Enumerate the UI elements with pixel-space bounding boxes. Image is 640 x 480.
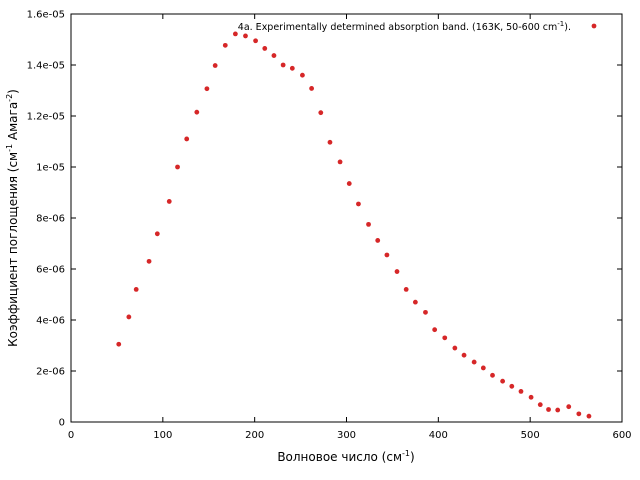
data-point <box>356 201 361 207</box>
data-point <box>490 372 495 378</box>
data-point <box>518 389 524 394</box>
data-point <box>204 86 210 92</box>
data-point <box>232 31 238 37</box>
data-point <box>309 86 315 91</box>
x-tick-label: 200 <box>245 430 264 441</box>
x-tick-label: 500 <box>521 430 540 441</box>
data-point <box>432 327 438 333</box>
x-tick-label: 0 <box>68 430 74 441</box>
data-point <box>271 53 277 58</box>
data-point <box>146 258 152 264</box>
data-point <box>586 413 592 419</box>
data-point <box>576 411 582 417</box>
x-axis-title: Волновое число (см-1) <box>277 449 414 464</box>
x-tick-label: 100 <box>153 430 172 441</box>
data-point <box>375 238 381 243</box>
y-tick-label: 8e-06 <box>36 214 65 225</box>
data-point <box>337 159 343 165</box>
data-point <box>384 252 390 258</box>
x-tick-label: 600 <box>612 430 631 441</box>
y-tick-label: 1.6e-05 <box>27 10 65 21</box>
data-point <box>366 221 371 227</box>
data-point <box>166 199 172 204</box>
y-tick-label: 0 <box>59 418 65 429</box>
data-point <box>133 287 139 292</box>
data-point <box>346 181 352 186</box>
legend-label: 4a. Experimentally determined absorption… <box>238 20 571 33</box>
plot-frame <box>70 13 623 423</box>
data-point <box>300 72 305 78</box>
data-point <box>442 335 448 341</box>
data-point <box>423 309 428 315</box>
legend-marker <box>591 23 597 29</box>
data-point <box>184 136 190 142</box>
x-tick-label: 300 <box>337 430 356 441</box>
data-point <box>243 33 248 39</box>
data-point <box>222 42 228 48</box>
data-point <box>500 378 506 384</box>
data-points <box>116 31 592 419</box>
data-point <box>403 287 409 292</box>
data-point <box>262 46 268 51</box>
y-tick-label: 4e-06 <box>36 316 65 327</box>
data-point <box>471 359 477 365</box>
data-point <box>461 352 467 358</box>
data-point <box>116 341 122 347</box>
data-point <box>452 345 458 351</box>
data-point <box>126 314 132 320</box>
data-point <box>280 62 286 68</box>
data-point <box>412 299 418 305</box>
data-point <box>212 63 218 68</box>
data-point <box>528 394 534 400</box>
y-tick-label: 2e-06 <box>36 367 65 378</box>
data-point <box>327 139 333 145</box>
data-point <box>546 407 551 412</box>
y-tick-label: 6e-06 <box>36 265 65 276</box>
data-point <box>509 383 515 389</box>
legend: 4a. Experimentally determined absorption… <box>238 20 597 33</box>
data-point <box>154 231 160 237</box>
y-axis-ticks: 0 2e-06 4e-06 6e-06 8e-06 1e-05 1.2e-05 1.4e-05… <box>27 10 622 429</box>
x-tick-label: 400 <box>429 430 448 441</box>
x-axis-ticks: 0 100 200 300 400 500 600 <box>68 14 632 441</box>
data-point <box>175 164 180 170</box>
y-tick-label: 1.2e-05 <box>27 112 65 123</box>
data-point <box>394 269 400 274</box>
data-point <box>566 404 572 410</box>
y-tick-label: 1.4e-05 <box>27 61 65 72</box>
data-point <box>253 38 258 44</box>
data-point <box>194 109 200 115</box>
y-tick-label: 1e-05 <box>36 163 65 174</box>
data-point <box>537 402 543 408</box>
data-point <box>289 65 295 71</box>
data-point <box>480 365 486 371</box>
data-point <box>318 110 324 116</box>
data-point <box>555 407 561 413</box>
y-axis-title: Коэффициент поглощения (см-1 Амага-2) <box>5 89 20 347</box>
